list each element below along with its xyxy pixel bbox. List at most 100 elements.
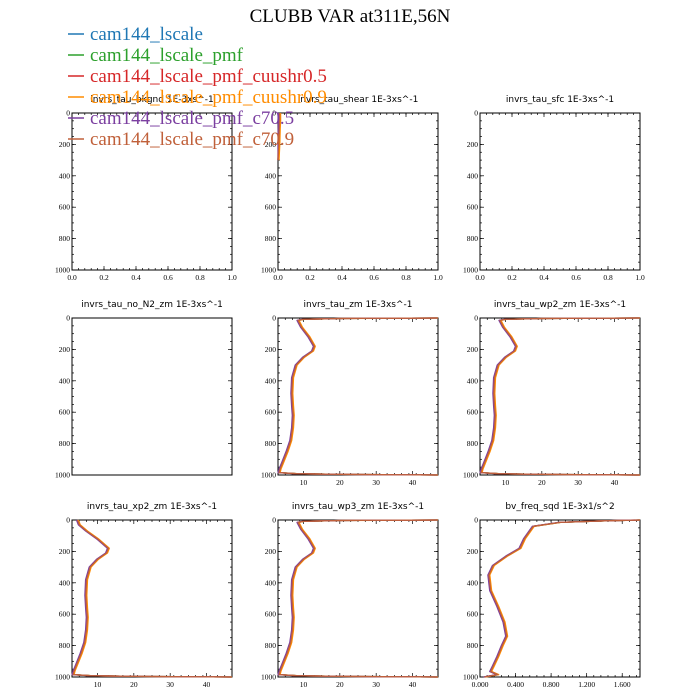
x-tick-label: 0.0 bbox=[475, 273, 485, 282]
series-line bbox=[278, 113, 282, 161]
y-tick-label: 800 bbox=[59, 641, 71, 650]
plot-frame bbox=[277, 519, 439, 678]
panel-title: invrs_tau_xp2_zm 1E-3xs^-1 bbox=[87, 502, 217, 512]
y-tick-label: 0 bbox=[66, 314, 70, 323]
series-line bbox=[480, 317, 641, 476]
series-line bbox=[278, 317, 439, 476]
x-tick-label: 1.600 bbox=[614, 680, 631, 689]
legend-label: cam144_lscale_pmf_c70.5 bbox=[90, 108, 294, 129]
series-line bbox=[278, 317, 439, 476]
x-tick-label: 0.8 bbox=[195, 273, 205, 282]
series-line bbox=[278, 317, 439, 476]
legend-entry: cam144_lscale_pmf_cuushr0.5 bbox=[68, 66, 327, 87]
y-tick-label: 600 bbox=[467, 610, 479, 619]
series-line bbox=[71, 519, 232, 678]
y-tick-label: 400 bbox=[59, 578, 71, 587]
y-tick-label: 600 bbox=[59, 610, 71, 619]
y-tick-label: 200 bbox=[265, 345, 277, 354]
panel-4: invrs_tau_no_N2_zm 1E-3xs^-1 0 200 400 600 80… bbox=[55, 300, 233, 480]
plot-frame bbox=[277, 112, 439, 271]
y-tick-label: 400 bbox=[467, 171, 479, 180]
x-tick-label: 40 bbox=[409, 478, 417, 487]
series-line bbox=[278, 519, 439, 678]
panel-7: invrs_tau_xp2_zm 1E-3xs^-1 0 200 400 600 800 1… bbox=[55, 502, 233, 689]
y-tick-label: 800 bbox=[265, 641, 277, 650]
y-tick-label: 400 bbox=[265, 578, 277, 587]
x-tick-label: 0.4 bbox=[131, 273, 141, 282]
x-tick-label: 20 bbox=[538, 478, 546, 487]
x-tick-label: 20 bbox=[130, 680, 138, 689]
series-line bbox=[485, 519, 641, 678]
x-tick-label: 0.6 bbox=[369, 273, 379, 282]
legend-label: cam144_lscale_pmf bbox=[90, 45, 244, 66]
panel-title: invrs_tau_shear 1E-3xs^-1 bbox=[298, 95, 419, 105]
y-tick-label: 0 bbox=[474, 314, 478, 323]
y-tick-label: 600 bbox=[265, 203, 277, 212]
panel-8: invrs_tau_wp3_zm 1E-3xs^-1 0 200 400 600 800 1… bbox=[261, 502, 439, 689]
y-tick-label: 0 bbox=[474, 109, 478, 118]
x-tick-label: 1.0 bbox=[227, 273, 237, 282]
figure-title: CLUBB VAR at311E,56N bbox=[250, 6, 451, 27]
y-tick-label: 1000 bbox=[55, 471, 70, 480]
plot-frame bbox=[71, 519, 233, 678]
series-line bbox=[71, 519, 232, 678]
y-tick-label: 1000 bbox=[55, 673, 70, 682]
y-tick-label: 200 bbox=[59, 345, 71, 354]
x-tick-label: 0.2 bbox=[507, 273, 517, 282]
series-line bbox=[480, 317, 641, 476]
panel-title: invrs_tau_no_N2_zm 1E-3xs^-1 bbox=[81, 300, 223, 310]
series-line bbox=[278, 519, 439, 678]
legend: cam144_lscalecam144_lscale_pmfcam144_lsc… bbox=[68, 24, 327, 150]
panel-2: invrs_tau_shear 1E-3xs^-1 0 200 400 600 800 10… bbox=[261, 95, 443, 282]
y-tick-label: 800 bbox=[467, 439, 479, 448]
y-tick-label: 600 bbox=[467, 203, 479, 212]
panel-title: invrs_tau_wp3_zm 1E-3xs^-1 bbox=[292, 502, 424, 512]
y-tick-label: 600 bbox=[467, 408, 479, 417]
x-tick-label: 30 bbox=[166, 680, 174, 689]
panel-title: invrs_tau_bkgnd 1E-3xs^-1 bbox=[90, 95, 214, 105]
series-line bbox=[277, 317, 438, 476]
x-tick-label: 0.4 bbox=[539, 273, 549, 282]
legend-entry: cam144_lscale_pmf_c70.9 bbox=[68, 129, 294, 150]
plot-frame bbox=[71, 317, 233, 476]
x-tick-label: 20 bbox=[336, 680, 344, 689]
y-tick-label: 400 bbox=[265, 171, 277, 180]
y-tick-label: 600 bbox=[265, 610, 277, 619]
series-line bbox=[480, 317, 641, 476]
y-tick-label: 800 bbox=[59, 234, 71, 243]
panel-title: invrs_tau_wp2_zm 1E-3xs^-1 bbox=[494, 300, 626, 310]
series-line bbox=[277, 113, 281, 161]
y-tick-label: 400 bbox=[467, 376, 479, 385]
y-tick-label: 200 bbox=[467, 345, 479, 354]
x-tick-label: 40 bbox=[611, 478, 619, 487]
panel-3: invrs_tau_sfc 1E-3xs^-1 0 200 400 600 800 1000… bbox=[463, 95, 645, 282]
plot-frame bbox=[277, 317, 439, 476]
y-tick-label: 800 bbox=[265, 234, 277, 243]
series-line bbox=[279, 519, 439, 678]
x-tick-label: 30 bbox=[372, 478, 380, 487]
y-tick-label: 0 bbox=[66, 109, 70, 118]
x-tick-label: 10 bbox=[300, 680, 308, 689]
y-tick-label: 600 bbox=[59, 203, 71, 212]
x-tick-label: 20 bbox=[336, 478, 344, 487]
x-tick-label: 0.0 bbox=[273, 273, 283, 282]
y-tick-label: 800 bbox=[467, 234, 479, 243]
x-tick-label: 0.000 bbox=[472, 680, 489, 689]
y-tick-label: 600 bbox=[59, 408, 71, 417]
plot-frame bbox=[479, 519, 641, 678]
plot-frame bbox=[479, 317, 641, 476]
panel-grid: invrs_tau_bkgnd 1E-3xs^-1020040060080010… bbox=[55, 95, 645, 689]
x-tick-label: 0.8 bbox=[603, 273, 613, 282]
series-line bbox=[279, 317, 439, 476]
x-tick-label: 0.2 bbox=[99, 273, 109, 282]
legend-label: cam144_lscale_pmf_cuushr0.9 bbox=[90, 87, 327, 108]
y-tick-label: 1000 bbox=[463, 471, 478, 480]
series-line bbox=[483, 519, 640, 678]
series-line bbox=[73, 519, 233, 678]
x-tick-label: 0.800 bbox=[543, 680, 560, 689]
x-tick-label: 0.400 bbox=[507, 680, 524, 689]
series-line bbox=[484, 519, 641, 678]
legend-entry: cam144_lscale_pmf_cuushr0.9 bbox=[68, 87, 327, 108]
y-tick-label: 400 bbox=[59, 171, 71, 180]
